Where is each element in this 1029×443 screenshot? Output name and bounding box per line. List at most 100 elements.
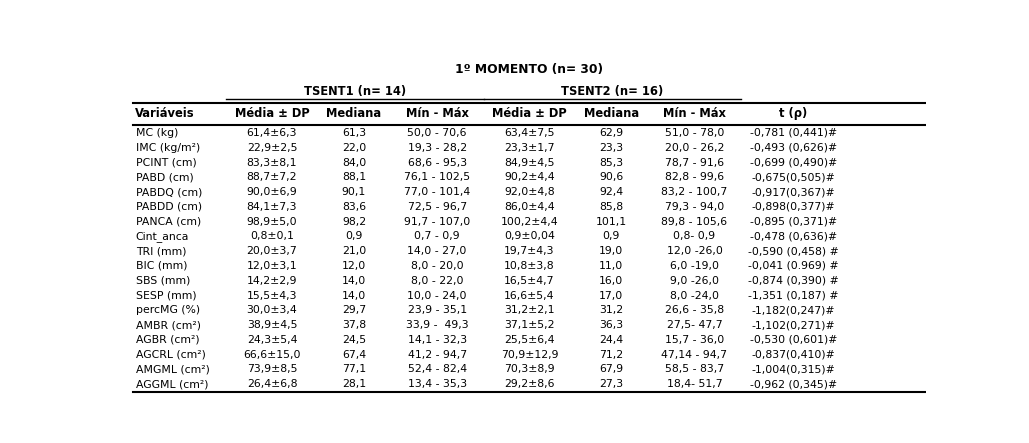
Text: 36,3: 36,3 (599, 320, 624, 330)
Text: 9,0 -26,0: 9,0 -26,0 (670, 276, 719, 286)
Text: 68,6 - 95,3: 68,6 - 95,3 (407, 158, 467, 167)
Text: 91,7 - 107,0: 91,7 - 107,0 (404, 217, 470, 227)
Text: 19,3 - 28,2: 19,3 - 28,2 (407, 143, 467, 153)
Text: 33,9 -  49,3: 33,9 - 49,3 (405, 320, 468, 330)
Text: 14,2±2,9: 14,2±2,9 (247, 276, 297, 286)
Text: -0,041 (0.969) #: -0,041 (0.969) # (748, 261, 839, 271)
Text: 61,4±6,3: 61,4±6,3 (247, 128, 297, 138)
Text: SESP (mm): SESP (mm) (136, 291, 197, 300)
Text: 100,2±4,4: 100,2±4,4 (500, 217, 558, 227)
Text: 28,1: 28,1 (342, 379, 366, 389)
Text: 88,1: 88,1 (342, 172, 366, 183)
Text: 51,0 - 78,0: 51,0 - 78,0 (665, 128, 724, 138)
Text: 98,2: 98,2 (342, 217, 366, 227)
Text: AGBR (cm²): AGBR (cm²) (136, 335, 200, 345)
Text: TSENT2 (n= 16): TSENT2 (n= 16) (562, 85, 664, 98)
Text: 30,0±3,4: 30,0±3,4 (247, 305, 297, 315)
Text: 0,9±0,04: 0,9±0,04 (504, 231, 555, 241)
Text: 21,0: 21,0 (342, 246, 366, 256)
Text: Média ± DP: Média ± DP (235, 107, 310, 120)
Text: 29,7: 29,7 (342, 305, 366, 315)
Text: 76,1 - 102,5: 76,1 - 102,5 (404, 172, 470, 183)
Text: -0,898(0,377)#: -0,898(0,377)# (751, 202, 836, 212)
Text: 84,1±7,3: 84,1±7,3 (247, 202, 297, 212)
Text: Média ± DP: Média ± DP (492, 107, 567, 120)
Text: 88,7±7,2: 88,7±7,2 (247, 172, 297, 183)
Text: 61,3: 61,3 (342, 128, 366, 138)
Text: -0,837(0,410)#: -0,837(0,410)# (751, 350, 836, 360)
Text: SBS (mm): SBS (mm) (136, 276, 190, 286)
Text: -0,874 (0,390) #: -0,874 (0,390) # (748, 276, 839, 286)
Text: 90,1: 90,1 (342, 187, 366, 197)
Text: percMG (%): percMG (%) (136, 305, 200, 315)
Text: 66,6±15,0: 66,6±15,0 (243, 350, 300, 360)
Text: 13,4 - 35,3: 13,4 - 35,3 (407, 379, 467, 389)
Text: 62,9: 62,9 (599, 128, 624, 138)
Text: 85,8: 85,8 (599, 202, 624, 212)
Text: 1º MOMENTO (n= 30): 1º MOMENTO (n= 30) (455, 62, 603, 76)
Text: -0,675(0,505)#: -0,675(0,505)# (751, 172, 836, 183)
Text: 83,6: 83,6 (342, 202, 366, 212)
Text: 20,0 - 26,2: 20,0 - 26,2 (665, 143, 724, 153)
Text: TRI (mm): TRI (mm) (136, 246, 186, 256)
Text: -1,182(0,247)#: -1,182(0,247)# (752, 305, 836, 315)
Text: 73,9±8,5: 73,9±8,5 (247, 365, 297, 374)
Text: 31,2±2,1: 31,2±2,1 (504, 305, 555, 315)
Text: 101,1: 101,1 (596, 217, 627, 227)
Text: TSENT1 (n= 14): TSENT1 (n= 14) (305, 85, 406, 98)
Text: 67,9: 67,9 (599, 365, 624, 374)
Text: 52,4 - 82,4: 52,4 - 82,4 (407, 365, 467, 374)
Text: 18,4- 51,7: 18,4- 51,7 (667, 379, 722, 389)
Text: 82,8 - 99,6: 82,8 - 99,6 (665, 172, 724, 183)
Text: 89,8 - 105,6: 89,8 - 105,6 (662, 217, 728, 227)
Text: 26,6 - 35,8: 26,6 - 35,8 (665, 305, 724, 315)
Text: 12,0 -26,0: 12,0 -26,0 (667, 246, 722, 256)
Text: -0,895 (0,371)#: -0,895 (0,371)# (750, 217, 837, 227)
Text: 0,8±0,1: 0,8±0,1 (250, 231, 294, 241)
Text: PCINT (cm): PCINT (cm) (136, 158, 197, 167)
Text: 58,5 - 83,7: 58,5 - 83,7 (665, 365, 724, 374)
Text: 26,4±6,8: 26,4±6,8 (247, 379, 297, 389)
Text: 92,4: 92,4 (599, 187, 624, 197)
Text: 78,7 - 91,6: 78,7 - 91,6 (665, 158, 724, 167)
Text: 83,3±8,1: 83,3±8,1 (247, 158, 297, 167)
Text: BIC (mm): BIC (mm) (136, 261, 187, 271)
Text: PABDQ (cm): PABDQ (cm) (136, 187, 202, 197)
Text: -0,590 (0,458) #: -0,590 (0,458) # (748, 246, 839, 256)
Text: 90,2±4,4: 90,2±4,4 (504, 172, 555, 183)
Text: 23,3±1,7: 23,3±1,7 (504, 143, 555, 153)
Text: 92,0±4,8: 92,0±4,8 (504, 187, 555, 197)
Text: 79,3 - 94,0: 79,3 - 94,0 (665, 202, 724, 212)
Text: 16,6±5,4: 16,6±5,4 (504, 291, 555, 300)
Text: t (ρ): t (ρ) (779, 107, 808, 120)
Text: PABDD (cm): PABDD (cm) (136, 202, 202, 212)
Text: -0,478 (0,636)#: -0,478 (0,636)# (750, 231, 837, 241)
Text: 24,5: 24,5 (342, 335, 366, 345)
Text: AGCRL (cm²): AGCRL (cm²) (136, 350, 206, 360)
Text: -0,493 (0,626)#: -0,493 (0,626)# (750, 143, 837, 153)
Text: 19,7±4,3: 19,7±4,3 (504, 246, 555, 256)
Text: Mín - Máx: Mín - Máx (405, 107, 468, 120)
Text: 0,9: 0,9 (603, 231, 620, 241)
Text: 14,0: 14,0 (342, 276, 366, 286)
Text: 24,3±5,4: 24,3±5,4 (247, 335, 297, 345)
Text: -0,530 (0,601)#: -0,530 (0,601)# (750, 335, 838, 345)
Text: 14,1 - 32,3: 14,1 - 32,3 (407, 335, 467, 345)
Text: 90,6: 90,6 (599, 172, 624, 183)
Text: 77,1: 77,1 (342, 365, 366, 374)
Text: 31,2: 31,2 (599, 305, 624, 315)
Text: 83,2 - 100,7: 83,2 - 100,7 (662, 187, 728, 197)
Text: 25,5±6,4: 25,5±6,4 (504, 335, 555, 345)
Text: 90,0±6,9: 90,0±6,9 (247, 187, 297, 197)
Text: 29,2±8,6: 29,2±8,6 (504, 379, 555, 389)
Text: AMBR (cm²): AMBR (cm²) (136, 320, 201, 330)
Text: Mín - Máx: Mín - Máx (663, 107, 725, 120)
Text: 47,14 - 94,7: 47,14 - 94,7 (662, 350, 728, 360)
Text: 16,0: 16,0 (599, 276, 624, 286)
Text: 23,9 - 35,1: 23,9 - 35,1 (407, 305, 467, 315)
Text: IMC (kg/m²): IMC (kg/m²) (136, 143, 200, 153)
Text: 77,0 - 101,4: 77,0 - 101,4 (404, 187, 470, 197)
Text: 70,3±8,9: 70,3±8,9 (504, 365, 555, 374)
Text: PANCA (cm): PANCA (cm) (136, 217, 201, 227)
Text: 23,3: 23,3 (599, 143, 624, 153)
